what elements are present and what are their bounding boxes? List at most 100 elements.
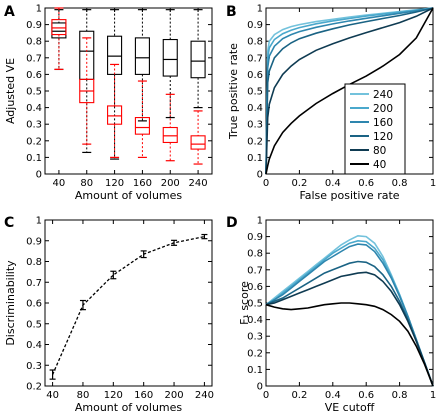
panel-a-box-red	[51, 19, 67, 36]
panel-b-legend	[344, 83, 406, 175]
panel-a-ytick-label: 0.2	[26, 136, 42, 147]
panel-d-ytick-label: 0.4	[247, 315, 263, 326]
panel-d-f1: 0 0.1 0.2 0.3 0.4 0.5 0.6 0.7 0.8 0.9 1 0 0.2 0.4 0.6 0…	[238, 216, 436, 415]
panel-a-ylabel: Adjusted VE	[4, 58, 17, 124]
panel-a-box-red	[190, 135, 206, 150]
panel-b-xtick-label: 1	[430, 178, 436, 189]
panel-d-series-40	[265, 302, 434, 387]
panel-label-d: D	[226, 215, 238, 231]
panel-a-ytick-label: 0.4	[26, 103, 42, 114]
panel-c-xtick-label: 120	[104, 390, 123, 401]
panel-a-xtick-label: 160	[133, 178, 152, 189]
panel-b-legend-label: 40	[373, 159, 386, 171]
panel-b-legend-label: 200	[373, 103, 393, 115]
panel-b-xtick-label: 0.4	[325, 178, 341, 189]
panel-a-box-red	[162, 126, 178, 144]
panel-b-xlabel: False positive rate	[299, 189, 399, 202]
panel-b-ylabel: True positive rate	[227, 43, 240, 140]
panel-c-ytick-label: 0.5	[26, 319, 42, 330]
panel-d-xtick-label: 0.8	[392, 390, 408, 401]
panel-a-xtick-label: 80	[80, 178, 93, 189]
panel-b-legend-label: 160	[373, 117, 393, 129]
panel-d-xtick-label: 0.4	[325, 390, 341, 401]
panel-b-ytick-label: 1	[257, 4, 263, 15]
panel-b-ytick-label: 0.6	[247, 70, 263, 81]
panel-b-series-160	[265, 7, 434, 175]
panel-d-ytick-label: 0.1	[247, 365, 263, 376]
panel-c-ytick-label: 0.8	[26, 257, 42, 268]
panel-label-b: B	[226, 4, 237, 20]
panel-d-ytick-label: 0	[257, 382, 263, 393]
panel-c-xtick-label: 240	[195, 390, 214, 401]
panel-b-series-80	[265, 7, 434, 175]
panel-d-ytick-label: 0.5	[247, 299, 263, 310]
panel-c-discriminability: 0.2 0.3 0.4 0.5 0.6 0.7 0.8 0.9 1 40 80 120 160 200 24…	[4, 216, 214, 415]
panel-d-ytick-label: 0.8	[247, 249, 263, 260]
panel-b-ytick-label: 0.1	[247, 153, 263, 164]
panel-a-xtick-label: 200	[161, 178, 180, 189]
panel-d-ytick-label: 0.6	[247, 282, 263, 293]
panel-b-ytick-label: 0.2	[247, 136, 263, 147]
panel-b-ytick-label: 0.4	[247, 103, 263, 114]
panel-b-ytick-label: 0.7	[247, 53, 263, 64]
panel-label-a: A	[4, 4, 15, 20]
panel-a-box-red	[107, 105, 123, 125]
panel-b-series-200	[265, 7, 434, 175]
panel-a-ytick-label: 0.1	[26, 153, 42, 164]
panel-c-xtick-label: 200	[164, 390, 183, 401]
panel-a-ytick-label: 0.3	[26, 120, 42, 131]
panel-d-ytick-label: 0.9	[247, 232, 263, 243]
panel-b-roc: 0 0.1 0.2 0.3 0.4 0.5 0.6 0.7 0.8 0.9 1 0 0.2 0.4 0.6 0…	[227, 4, 436, 203]
panel-label-c: C	[4, 215, 14, 231]
panel-b-ytick-label: 0	[257, 170, 263, 181]
panel-d-ytick-label: 0.3	[247, 332, 263, 343]
panel-a-box-black	[162, 38, 178, 77]
panel-a-ytick-label: 0.9	[26, 20, 42, 31]
panel-a-ytick-label: 0.8	[26, 37, 42, 48]
panel-a-xlabel: Amount of volumes	[75, 189, 183, 202]
panel-b-legend-label: 80	[373, 145, 386, 157]
panel-b-ytick-label: 0.8	[247, 37, 263, 48]
panel-c-ytick-label: 0.7	[26, 278, 42, 289]
panel-c-ytick-label: 0.9	[26, 236, 42, 247]
panel-b-legend-label: 120	[373, 131, 393, 143]
panel-b-ytick-label: 0.3	[247, 120, 263, 131]
panel-a-ytick-label: 0.6	[26, 70, 42, 81]
panel-a-frame	[44, 7, 213, 175]
panel-d-xlabel: VE cutoff	[325, 401, 375, 414]
panel-c-frame	[44, 219, 213, 387]
panel-c-ytick-label: 0.2	[26, 382, 42, 393]
panel-d-xtick-label: 0	[263, 390, 269, 401]
panel-a-ytick-label: 0.5	[26, 87, 42, 98]
panel-d-series-120	[265, 260, 434, 387]
panel-c-series-line	[52, 235, 205, 375]
panel-c-ytick-label: 0.3	[26, 361, 42, 372]
panel-c-xlabel: Amount of volumes	[75, 401, 183, 414]
panel-d-series-240	[265, 234, 434, 387]
panel-c-ytick-label: 0.6	[26, 299, 42, 310]
panel-a-boxplot: 0 0.1 0.2 0.3 0.4 0.5 0.6 0.7 0.8 0.9 1 40 80 120 160 2…	[4, 4, 213, 202]
panel-c-xtick-label: 160	[134, 390, 153, 401]
panel-b-series-120	[265, 7, 434, 175]
panel-c-ytick-label: 1	[36, 216, 42, 227]
panel-d-xtick-label: 0.2	[291, 390, 307, 401]
panel-d-ytick-label: 1	[257, 216, 263, 227]
panel-a-ytick-label: 0	[36, 170, 42, 181]
panel-c-xtick-label: 80	[77, 390, 90, 401]
panel-b-legend-label: 240	[373, 89, 393, 101]
panel-a-ytick-label: 0.7	[26, 53, 42, 64]
panel-a-ytick-label: 1	[36, 4, 42, 15]
panel-b-xtick-label: 0.2	[291, 178, 307, 189]
panel-a-xtick-label: 40	[53, 178, 66, 189]
panel-b-series-40	[265, 7, 434, 175]
panel-c-ylabel: Discriminability	[4, 260, 17, 346]
panel-d-ytick-label: 0.7	[247, 265, 263, 276]
panel-b-xtick-label: 0	[263, 178, 269, 189]
panel-a-box-black	[190, 40, 206, 79]
panel-b-ytick-label: 0.5	[247, 87, 263, 98]
panel-a-xtick-label: 240	[189, 178, 208, 189]
panel-c-xtick-label: 40	[46, 390, 59, 401]
panel-d-ylabel: F₁ score	[238, 281, 251, 325]
panel-a-box-black	[134, 37, 150, 75]
